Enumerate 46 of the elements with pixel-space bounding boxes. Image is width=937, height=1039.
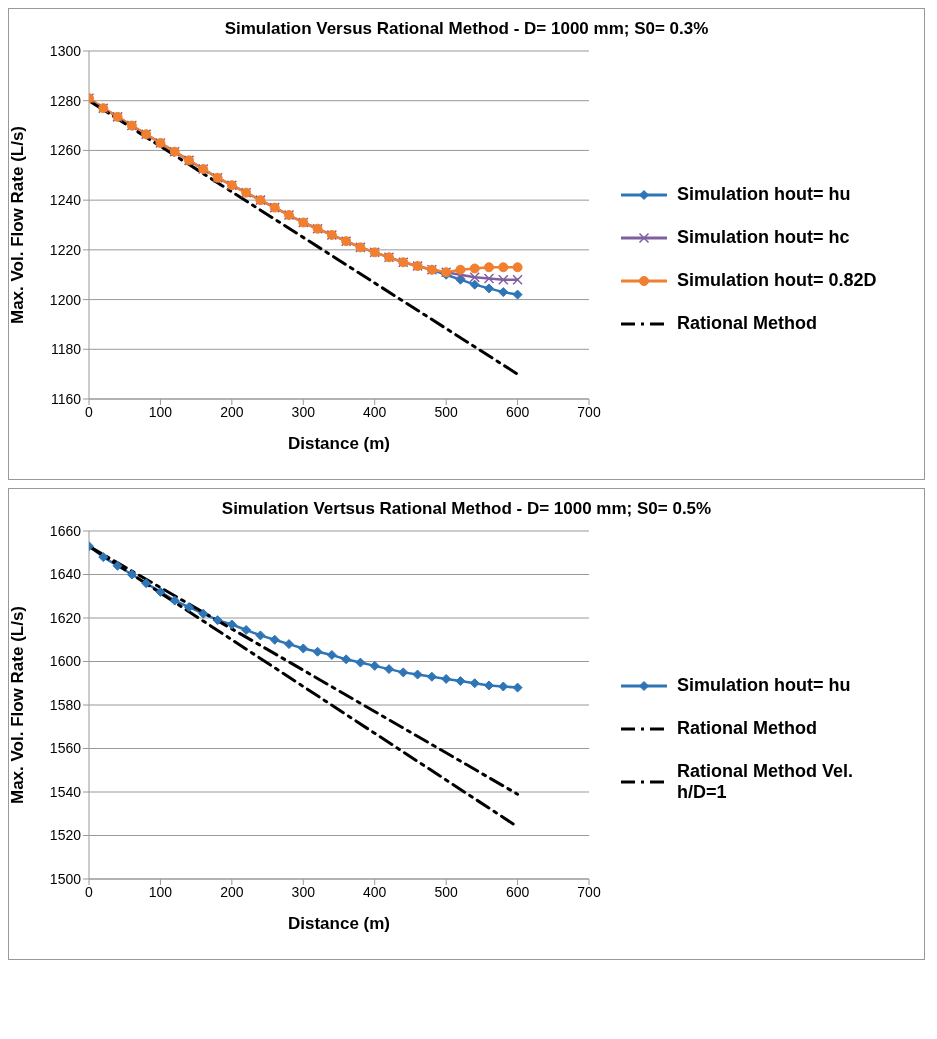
x-axis-title: Distance (m) (287, 914, 391, 933)
y-tick-label: 1280 (49, 92, 82, 109)
y-tick-label: 1600 (49, 653, 82, 670)
y-tick-label: 1200 (49, 291, 82, 308)
x-tick-label: 300 (291, 403, 316, 420)
legend-label: Rational Method (677, 313, 818, 334)
legend-label: Simulation hout= hc (677, 227, 851, 248)
legend-label: Rational Method (677, 718, 818, 739)
y-tick-label: 1500 (49, 870, 82, 887)
x-axis-title: Distance (m) (287, 434, 391, 453)
x-tick-label: 600 (505, 883, 530, 900)
y-tick-label: 1260 (49, 142, 82, 159)
y-tick-label: 1660 (49, 522, 82, 539)
x-tick-label: 200 (220, 403, 244, 420)
x-tick-label: 100 (148, 883, 173, 900)
y-axis-title: Max. Vol. Flow Rate (L/s) (8, 125, 28, 325)
x-tick-label: 400 (363, 403, 387, 420)
y-tick-label: 1520 (49, 827, 82, 844)
x-tick-label: 700 (577, 883, 601, 900)
y-tick-label: 1240 (49, 192, 82, 209)
x-tick-label: 700 (577, 403, 601, 420)
y-tick-label: 1220 (49, 241, 82, 258)
x-tick-label: 500 (434, 403, 459, 420)
chart-title: Simulation Versus Rational Method - D= 1000 mm; S0= 0.3% (223, 18, 710, 39)
legend-label: Simulation hout= 0.82D (677, 270, 877, 291)
y-tick-label: 1300 (49, 42, 82, 59)
x-tick-label: 400 (363, 883, 387, 900)
chart-title: Simulation Vertsus Rational Method - D= 1000 mm; S0= 0.5% (220, 498, 713, 519)
y-tick-label: 1620 (49, 609, 82, 626)
legend-label: Simulation hout= hu (677, 184, 852, 205)
y-tick-label: 1540 (49, 783, 82, 800)
y-tick-label: 1560 (49, 740, 82, 757)
x-tick-label: 0 (85, 403, 94, 420)
x-tick-label: 100 (148, 403, 173, 420)
y-tick-label: 1640 (49, 566, 82, 583)
x-tick-label: 500 (434, 883, 459, 900)
y-tick-label: 1180 (50, 341, 82, 358)
x-tick-label: 600 (505, 403, 530, 420)
x-tick-label: 200 (220, 883, 244, 900)
y-tick-label: 1160 (50, 390, 82, 407)
x-tick-label: 0 (85, 883, 94, 900)
x-tick-label: 300 (291, 883, 316, 900)
y-tick-label: 1580 (49, 696, 82, 713)
legend-label: Simulation hout= hu (677, 675, 852, 696)
legend-label: Rational Method Vel. h/D=1 (677, 761, 855, 803)
y-axis-title: Max. Vol. Flow Rate (L/s) (8, 605, 28, 805)
